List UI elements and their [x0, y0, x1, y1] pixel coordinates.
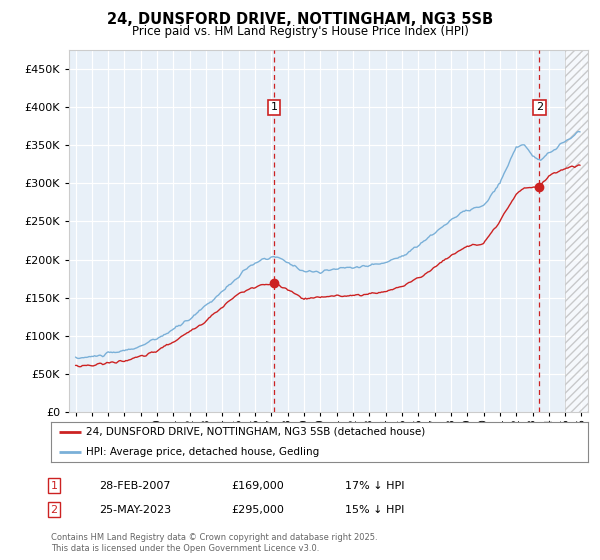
Text: 28-FEB-2007: 28-FEB-2007 — [99, 480, 170, 491]
Text: 25-MAY-2023: 25-MAY-2023 — [99, 505, 171, 515]
Text: HPI: Average price, detached house, Gedling: HPI: Average price, detached house, Gedl… — [86, 447, 319, 457]
Text: 2: 2 — [50, 505, 58, 515]
Text: 17% ↓ HPI: 17% ↓ HPI — [345, 480, 404, 491]
Text: £295,000: £295,000 — [231, 505, 284, 515]
Bar — [565, 50, 588, 412]
Text: £169,000: £169,000 — [231, 480, 284, 491]
Text: 24, DUNSFORD DRIVE, NOTTINGHAM, NG3 5SB: 24, DUNSFORD DRIVE, NOTTINGHAM, NG3 5SB — [107, 12, 493, 27]
Text: Price paid vs. HM Land Registry's House Price Index (HPI): Price paid vs. HM Land Registry's House … — [131, 25, 469, 38]
Text: 15% ↓ HPI: 15% ↓ HPI — [345, 505, 404, 515]
Text: 1: 1 — [50, 480, 58, 491]
Bar — [565, 50, 588, 412]
Text: Contains HM Land Registry data © Crown copyright and database right 2025.
This d: Contains HM Land Registry data © Crown c… — [51, 533, 377, 553]
Text: 2: 2 — [536, 102, 543, 113]
Text: 24, DUNSFORD DRIVE, NOTTINGHAM, NG3 5SB (detached house): 24, DUNSFORD DRIVE, NOTTINGHAM, NG3 5SB … — [86, 427, 425, 437]
Text: 1: 1 — [271, 102, 278, 113]
